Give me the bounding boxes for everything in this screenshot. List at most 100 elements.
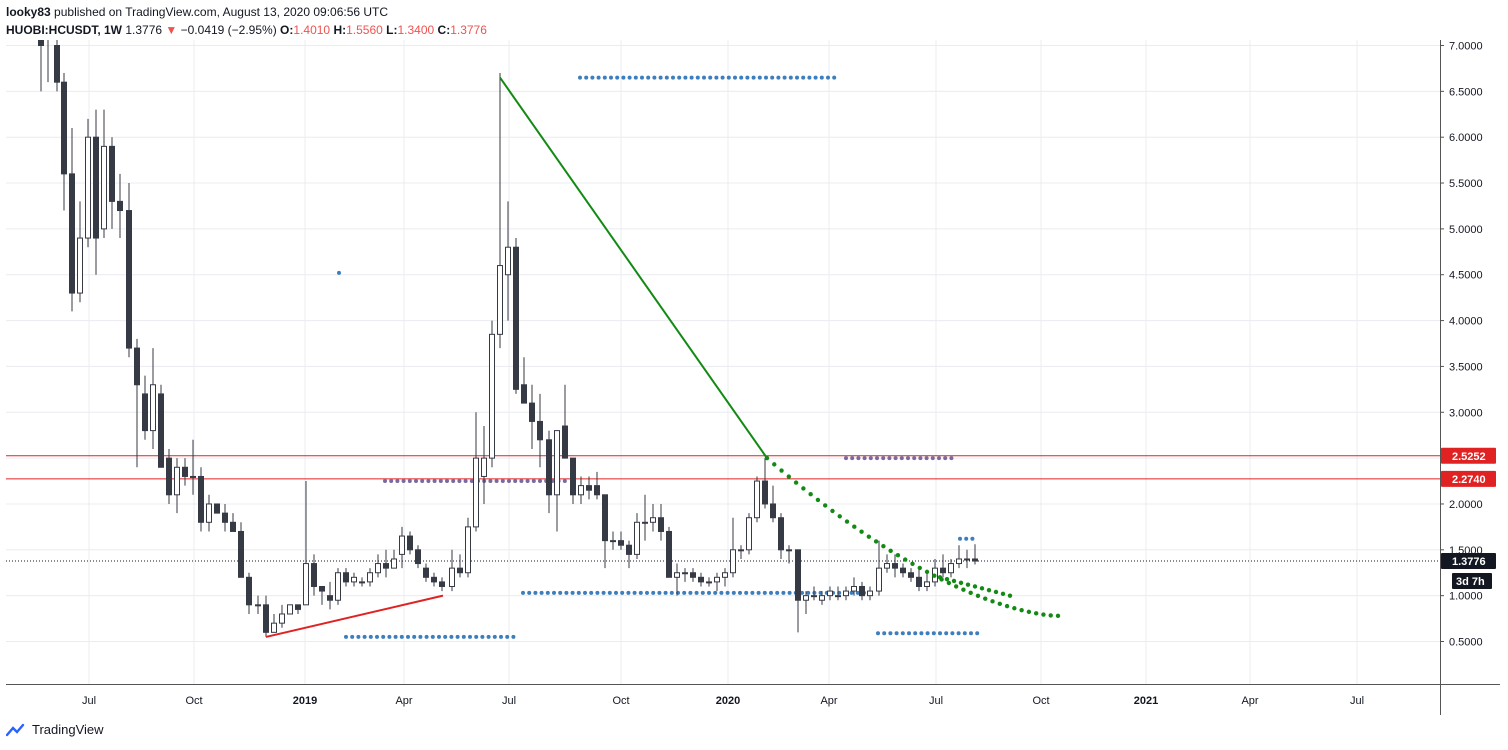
projection-dot-lower — [951, 578, 957, 584]
low-label: L: — [386, 23, 398, 37]
blue-dot — [381, 634, 386, 639]
purple-dot — [488, 479, 493, 484]
x-tick-label: 2020 — [716, 695, 740, 707]
projection-dot-lower — [965, 582, 971, 587]
blue-dot — [770, 75, 775, 80]
projection-dot — [1033, 611, 1039, 616]
candle-body — [546, 439, 552, 496]
blue-dot — [578, 75, 582, 80]
blue-dot — [632, 590, 637, 595]
author-name[interactable]: looky83 — [6, 5, 51, 19]
candle-body — [335, 572, 341, 601]
blue-dot — [627, 75, 632, 80]
candle-body — [150, 384, 156, 432]
blue-dot — [931, 631, 936, 636]
symbol-line: HUOBI:HCUSDT, 1W 1.3776 ▼ −0.0419 (−2.95… — [6, 22, 487, 38]
projection-dot — [793, 480, 799, 485]
purple-dot — [383, 479, 387, 484]
candle-body — [706, 581, 712, 584]
blue-dot — [781, 590, 786, 595]
projection-dot — [917, 565, 922, 571]
blue-dot — [589, 590, 594, 595]
projection-dot — [903, 557, 908, 562]
purple-dot — [856, 456, 861, 461]
candle-body — [642, 521, 648, 524]
candle-body — [876, 567, 882, 592]
projection-dot — [1041, 612, 1046, 617]
purple-dot — [844, 456, 848, 461]
blue-dot — [590, 75, 595, 80]
candle-body — [762, 480, 768, 505]
candle-body — [206, 503, 212, 523]
blue-dot — [633, 75, 638, 80]
projection-dot-lower — [972, 584, 978, 589]
blue-dot — [876, 631, 880, 636]
projection-dot-lower — [1007, 593, 1013, 598]
blue-dot — [657, 590, 662, 595]
purple-dot — [420, 479, 425, 484]
candle-body — [407, 535, 413, 551]
blue-dot — [907, 631, 911, 636]
support-trendline — [265, 594, 444, 638]
candle-body — [851, 585, 857, 592]
blue-dot — [776, 75, 781, 80]
blue-dot — [962, 631, 967, 636]
down-arrow-icon: ▼ — [165, 23, 178, 37]
projection-dot-lower — [937, 575, 943, 580]
blue-dot — [731, 590, 736, 595]
candle-body — [255, 604, 261, 607]
candle-body — [900, 567, 906, 574]
x-tick-label: Oct — [185, 695, 202, 707]
blue-dot — [813, 75, 818, 80]
y-tick-label: 4.0000 — [1449, 316, 1483, 328]
purple-dot — [507, 479, 511, 484]
blue-dot — [713, 590, 718, 595]
x-tick-label: Apr — [1241, 695, 1258, 707]
candle-body — [892, 563, 898, 569]
candle-body — [415, 549, 421, 565]
candle-body — [505, 246, 511, 276]
blue-dot — [700, 590, 705, 595]
candle-body — [61, 81, 67, 175]
blue-dot — [762, 590, 767, 595]
blue-dot — [626, 590, 631, 595]
purple-dot — [562, 479, 567, 484]
purple-dot — [432, 479, 437, 484]
projection-dot — [779, 468, 784, 473]
blue-dot — [406, 634, 410, 639]
candle-body — [473, 457, 479, 528]
y-tick-label: 2.0000 — [1449, 499, 1483, 511]
candle-body — [738, 549, 744, 552]
single-blue-dot — [337, 270, 341, 275]
purple-dot — [401, 479, 406, 484]
price-label-text: 2.2740 — [1452, 474, 1486, 486]
candle-body — [819, 595, 825, 601]
candle-body — [93, 136, 99, 239]
projection-dot — [968, 590, 973, 596]
candle-body — [465, 526, 471, 574]
purple-dot — [531, 479, 536, 484]
purple-dot — [918, 456, 923, 461]
price-label-box — [1441, 470, 1496, 487]
blue-dot — [609, 75, 613, 80]
blue-dot — [725, 590, 730, 595]
projection-dot — [1019, 607, 1024, 613]
blue-dot — [375, 634, 379, 639]
brand-name[interactable]: TradingView — [32, 722, 104, 737]
candle-body — [271, 622, 277, 633]
candle-body — [190, 475, 196, 478]
x-tick-label: Apr — [395, 695, 412, 707]
y-tick-label: 6.0000 — [1449, 132, 1483, 144]
projection-dot — [997, 601, 1002, 607]
projection-dot — [888, 548, 893, 553]
plot-area[interactable] — [6, 0, 1440, 639]
blue-dot — [795, 75, 799, 80]
blue-dot — [745, 75, 750, 80]
blue-dot — [412, 634, 417, 639]
projection-dot — [924, 569, 930, 575]
projection-dot-lower — [944, 576, 950, 582]
blue-dot — [664, 75, 669, 80]
purple-dot — [906, 456, 910, 461]
purple-dot — [949, 456, 954, 461]
